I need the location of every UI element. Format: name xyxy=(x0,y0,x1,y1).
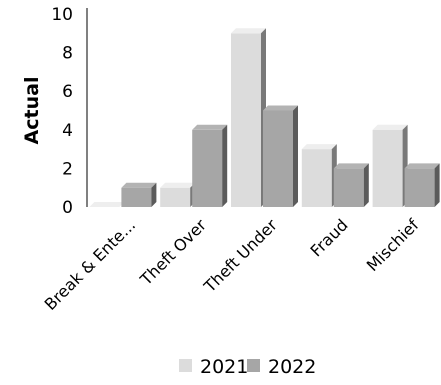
bar-front xyxy=(121,187,152,207)
bar-2021-4 xyxy=(372,124,408,207)
bar-2021-1 xyxy=(160,182,196,207)
bar-side xyxy=(434,163,440,207)
y-tick-label: 8 xyxy=(62,44,73,64)
bar-2022-3 xyxy=(333,163,369,207)
bar-front xyxy=(333,168,364,207)
y-tick-label: 0 xyxy=(62,198,73,218)
bar-front xyxy=(372,129,403,207)
y-tick-labels: 0 2 4 6 8 10 xyxy=(51,5,73,218)
bar-front xyxy=(231,33,261,207)
bar-side xyxy=(222,124,228,207)
y-tick-label: 4 xyxy=(62,121,73,141)
y-tick-label: 6 xyxy=(62,82,73,102)
legend-label: 2021 xyxy=(200,356,248,378)
x-tick-label: Theft Under xyxy=(200,215,282,297)
x-tick-label: Mischief xyxy=(363,215,423,275)
legend-swatch xyxy=(179,359,192,372)
bar-top xyxy=(263,105,298,111)
x-tick-label: Break & Ente... xyxy=(41,215,140,314)
bar-front xyxy=(160,187,191,207)
legend-swatch xyxy=(247,359,260,372)
bar-front xyxy=(404,168,435,207)
bar-side xyxy=(363,163,369,207)
bar-2022-1 xyxy=(192,124,228,207)
y-tick-label: 10 xyxy=(51,5,73,25)
bar-front xyxy=(301,149,332,207)
bar-front xyxy=(263,110,293,207)
bar-top xyxy=(333,163,369,169)
y-tick-label: 2 xyxy=(62,159,73,179)
bar-front xyxy=(192,129,223,207)
bar-2021-2 xyxy=(231,28,266,207)
bar-2022-2 xyxy=(263,105,298,207)
bar-2022-0 xyxy=(121,182,157,207)
legend-item-2021: 2021 xyxy=(179,356,248,378)
y-axis-label: Actual xyxy=(21,77,43,145)
bar-2021-3 xyxy=(301,144,337,207)
bar-top xyxy=(231,28,266,34)
bar-top xyxy=(372,124,408,130)
legend-item-2022: 2022 xyxy=(247,356,316,378)
x-tick-label: Fraud xyxy=(307,215,352,260)
bar-top xyxy=(160,182,196,188)
bar-top xyxy=(121,182,157,188)
legend-label: 2022 xyxy=(268,356,316,378)
bar-side xyxy=(151,182,157,207)
bar-top xyxy=(192,124,228,130)
bars-layer xyxy=(89,28,440,208)
bar-top xyxy=(404,163,440,169)
legend: 2021 2022 xyxy=(179,356,316,378)
x-tick-label: Theft Over xyxy=(136,215,211,290)
bar-side xyxy=(293,105,298,207)
bar-top xyxy=(301,144,337,150)
bar-2021-0 xyxy=(89,202,125,208)
bar-top xyxy=(89,202,125,207)
bar-2022-4 xyxy=(404,163,440,207)
